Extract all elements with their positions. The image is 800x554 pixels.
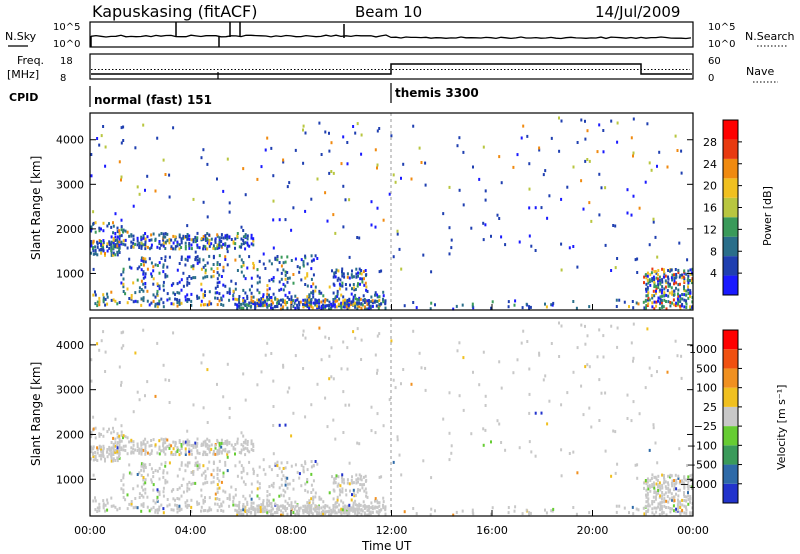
nave-right-tick-top: 60 [708, 56, 721, 67]
power-colorbar-tick-4: 12 [703, 223, 717, 236]
velocity-ytick-0: 4000 [56, 339, 84, 352]
velocity-colorbar-tick-3: 25 [703, 401, 717, 414]
power-colorbar-swatch-1 [723, 256, 738, 276]
velocity-colorbar-tick-1: 500 [696, 362, 717, 375]
velocity-colorbar-tick-4: −25 [694, 420, 717, 433]
cpid-label: CPID [9, 91, 38, 104]
power-colorbar-swatch-8 [723, 120, 738, 140]
power-panel: 4000 3000 2000 1000 Slant Range [km] [29, 112, 694, 311]
noise-left-tick-bottom: 10^0 [53, 39, 80, 50]
velocity-colorbar-tick-7: −1000 [680, 478, 717, 491]
power-colorbar-tick-5: 8 [710, 245, 717, 258]
velocity-xtick-5: 20:00 [577, 524, 609, 537]
power-colorbar-swatch-0 [723, 275, 738, 295]
velocity-colorbar-swatch-7 [723, 349, 738, 369]
power-ytick-0: 4000 [56, 134, 84, 147]
velocity-ylabel: Slant Range [km] [29, 362, 43, 466]
power-colorbar-swatch-4 [723, 197, 738, 218]
power-ytick-2: 2000 [56, 223, 84, 236]
noise-left-tick-top: 10^5 [53, 22, 80, 33]
velocity-xtick-2: 08:00 [275, 524, 307, 537]
power-colorbar-tick-3: 16 [703, 202, 717, 215]
velocity-cells [90, 321, 694, 517]
power-ylabel: Slant Range [km] [29, 156, 43, 260]
cpid-mode-2: themis 3300 [395, 86, 479, 100]
power-colorbar-swatch-6 [723, 158, 738, 179]
cpid-mode-1: normal (fast) 151 [94, 93, 212, 107]
power-ytick-3: 1000 [56, 267, 84, 280]
date-label: 14/Jul/2009 [595, 3, 680, 21]
power-colorbar-swatch-5 [723, 178, 738, 198]
velocity-colorbar-tick-0: 1000 [689, 343, 717, 356]
velocity-colorbar-swatch-6 [723, 368, 738, 388]
velocity-colorbar-tick-2: 100 [696, 382, 717, 395]
velocity-colorbar-swatch-1 [723, 464, 738, 484]
noise-right-tick-top: 10^5 [708, 22, 735, 33]
velocity-colorbar: 1000 500 100 25 −25 −100 −500 −1000 Velocity [m… [680, 329, 788, 504]
noise-panel: N.Sky 10^5 10^0 10^5 10^0 N.Search [5, 21, 795, 50]
site-title: Kapuskasing (fitACF) [92, 2, 257, 21]
velocity-ytick-2: 2000 [56, 428, 84, 441]
velocity-colorbar-tick-5: −100 [687, 439, 717, 452]
velocity-colorbar-swatch-5 [723, 387, 738, 407]
velocity-xtick-4: 16:00 [476, 524, 508, 537]
noise-sky-label: N.Sky [5, 30, 37, 43]
velocity-xlabel: Time UT [361, 539, 412, 553]
nave-label: Nave [746, 65, 774, 78]
power-colorbar-tick-0: 28 [703, 136, 717, 149]
velocity-colorbar-swatch-3 [723, 426, 738, 446]
frequency-series [91, 63, 692, 75]
velocity-xtick-1: 04:00 [175, 524, 207, 537]
velocity-xtick-3: 12:00 [376, 524, 408, 537]
power-colorbar-tick-2: 20 [703, 180, 717, 193]
velocity-colorbar-swatch-2 [723, 445, 738, 465]
nave-right-tick-bottom: 0 [708, 73, 714, 84]
noise-right-tick-bottom: 10^0 [708, 39, 735, 50]
freq-unit-label: [MHz] [7, 68, 39, 81]
power-colorbar-swatch-7 [723, 139, 738, 159]
noise-search-label: N.Search [745, 30, 795, 43]
power-colorbar-label: Power [dB] [761, 186, 774, 246]
freq-left-tick-bottom: 8 [60, 73, 66, 84]
power-colorbar: 28 24 20 16 12 8 4 Power [dB] [703, 119, 774, 296]
power-colorbar-swatch-2 [723, 236, 738, 257]
velocity-colorbar-swatch-4 [723, 406, 738, 427]
velocity-colorbar-tick-6: −500 [687, 459, 717, 472]
velocity-ytick-1: 3000 [56, 384, 84, 397]
velocity-colorbar-swatch-0 [723, 483, 738, 503]
velocity-xtick-6: 00:00 [677, 524, 709, 537]
velocity-xtick-0: 00:00 [74, 524, 106, 537]
cpid-panel: CPID normal (fast) 151 themis 3300 [9, 83, 479, 107]
power-colorbar-swatch-3 [723, 217, 738, 237]
noise-sky-series [90, 34, 692, 40]
frequency-panel: Freq. [MHz] 18 8 60 0 Nave [7, 53, 778, 84]
freq-left-tick-top: 18 [60, 56, 73, 67]
power-colorbar-tick-1: 24 [703, 158, 717, 171]
power-colorbar-tick-6: 4 [710, 267, 717, 280]
velocity-colorbar-swatch-8 [723, 330, 738, 350]
power-ytick-1: 3000 [56, 178, 84, 191]
power-cells [90, 116, 694, 311]
velocity-colorbar-label: Velocity [m s⁻¹] [775, 385, 788, 470]
freq-label: Freq. [17, 54, 44, 67]
velocity-panel: 4000 3000 2000 1000 00:00 04:00 08:00 12:00 16:… [29, 304, 709, 553]
beam-label: Beam 10 [355, 3, 422, 21]
velocity-ytick-3: 1000 [56, 473, 84, 486]
